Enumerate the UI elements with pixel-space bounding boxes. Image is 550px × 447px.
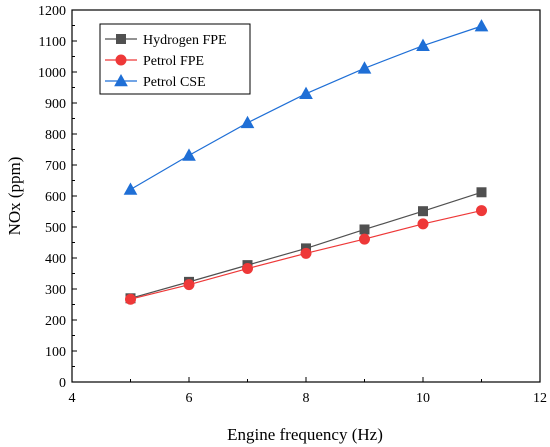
y-tick-label: 100 [45, 345, 66, 360]
plot-area: 0 100 200 300 400 500 600 700 800 900 1000 1100 1200… [38, 4, 547, 406]
data-point [416, 38, 430, 51]
y-tick-label: 800 [45, 128, 66, 143]
data-point [300, 247, 312, 259]
legend: Hydrogen FPE Petrol FPE Petrol CSE [99, 23, 251, 95]
y-tick-label: 300 [45, 283, 66, 298]
legend-label: Petrol CSE [143, 75, 206, 90]
data-point [359, 233, 370, 245]
x-tick-label: 6 [186, 391, 193, 406]
data-point [359, 224, 370, 235]
legend-marker [115, 54, 127, 66]
legend-item: Hydrogen FPE [105, 33, 227, 48]
y-tick-label: 1100 [39, 35, 66, 50]
x-tick-label: 10 [416, 391, 430, 406]
y-tick-label: 900 [45, 97, 66, 112]
series-petrol-fpe [125, 205, 487, 305]
data-point [417, 218, 429, 230]
legend-marker [114, 73, 128, 87]
legend-item: Petrol CSE [105, 73, 206, 90]
y-tick-label: 400 [45, 252, 66, 267]
data-point [125, 293, 136, 305]
data-point [182, 148, 196, 161]
y-tick-label: 1000 [38, 66, 66, 81]
y-tick-label: 200 [45, 314, 66, 329]
data-point [418, 206, 428, 217]
data-point [123, 182, 138, 195]
y-tick-label: 500 [45, 221, 66, 236]
data-point [357, 61, 372, 74]
y-tick-label: 700 [45, 159, 66, 174]
legend-label: Hydrogen FPE [143, 33, 227, 48]
data-point [242, 263, 253, 275]
x-tick-label: 12 [533, 391, 547, 406]
data-point [476, 205, 487, 217]
data-point [240, 115, 255, 129]
x-tick-label: 8 [303, 391, 310, 406]
data-point [476, 187, 487, 198]
y-tick-label: 1200 [38, 4, 66, 19]
y-tick-label: 0 [59, 376, 66, 391]
series-hydrogen-fpe [125, 187, 487, 304]
data-point [474, 19, 489, 32]
legend-item: Petrol FPE [105, 54, 204, 69]
x-axis-title: Engine frequency (Hz) [227, 425, 383, 444]
y-tick-label: 600 [45, 190, 66, 205]
x-tick-label: 4 [69, 391, 76, 406]
y-axis-title: NOx (ppm) [5, 157, 24, 236]
data-point [183, 279, 195, 291]
legend-marker [116, 34, 126, 44]
data-point [299, 86, 313, 99]
series-petrol-cse [123, 19, 489, 195]
legend-label: Petrol FPE [143, 54, 204, 69]
